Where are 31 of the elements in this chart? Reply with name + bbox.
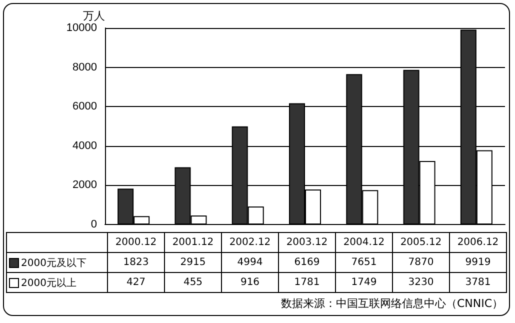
data-label: 1823 xyxy=(108,252,164,272)
y-tick-label: 8000 xyxy=(72,61,97,74)
x-tick-label: 2003.12 xyxy=(278,232,336,252)
source-note: 数据来源：中国互联网络信息中心（CNNIC） xyxy=(280,296,503,311)
data-label: 3230 xyxy=(392,272,450,292)
data-label: 3781 xyxy=(450,272,506,292)
y-tick-label: 2000 xyxy=(72,179,97,192)
x-tick-label: 2004.12 xyxy=(336,232,392,252)
data-label: 2915 xyxy=(164,252,222,272)
data-label: 4994 xyxy=(222,252,278,272)
data-label: 427 xyxy=(108,272,164,292)
y-tick-label: 0 xyxy=(90,218,97,230)
data-label: 7651 xyxy=(336,252,392,272)
y-tick-label: 4000 xyxy=(72,140,97,152)
data-label: 455 xyxy=(164,272,222,292)
data-label: 9919 xyxy=(450,252,506,272)
legend-label: 2000元及以下 xyxy=(6,252,108,272)
x-tick-label: 2001.12 xyxy=(164,232,222,252)
x-tick-label: 2002.12 xyxy=(222,232,278,252)
x-tick-label: 2005.12 xyxy=(392,232,450,252)
data-label: 1781 xyxy=(278,272,336,292)
data-label: 6169 xyxy=(278,252,336,272)
data-label: 7870 xyxy=(392,252,450,272)
y-axis-title: 万人 xyxy=(83,10,105,22)
legend-label: 2000元以上 xyxy=(6,272,108,292)
data-label: 1749 xyxy=(336,272,392,292)
x-tick-label: 2006.12 xyxy=(450,232,506,252)
x-tick-label: 2000.12 xyxy=(108,232,164,252)
y-tick-label: 6000 xyxy=(72,100,97,113)
data-label: 916 xyxy=(222,272,278,292)
y-tick-label: 10000 xyxy=(66,22,97,34)
